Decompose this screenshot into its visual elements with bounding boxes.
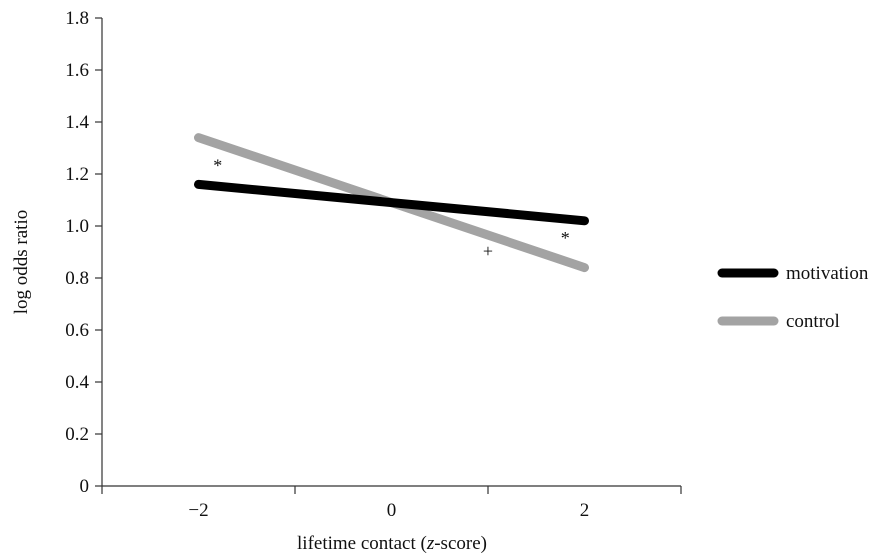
y-tick-label: 1.2 [65,164,89,185]
y-tick-label: 0.2 [65,424,89,445]
x-tick-label: 2 [580,500,590,521]
y-tick-label: 0.4 [65,372,89,393]
y-axis-title: log odds ratio [11,210,32,315]
annotations: * + * [213,155,569,261]
legend: motivation control [717,263,869,332]
y-tick-label: 1.8 [65,8,89,29]
x-axis-title-variable: z [426,533,435,553]
series-layer [194,133,589,273]
legend-label-control: control [786,311,840,332]
x-axis-title-post: -score) [434,533,487,553]
y-tick-label: 0.6 [65,320,89,341]
y-tick-label: 0.8 [65,268,89,289]
y-tick-label: 1.4 [65,112,89,133]
x-axis-title: lifetime contact (z-score) [297,533,487,553]
annotation-mark: * [561,228,570,248]
y-tick-label: 1.0 [65,216,89,237]
y-axis: 0 0.2 0.4 0.6 0.8 1.0 1.2 1.4 1.6 1.8 [65,8,103,497]
y-tick-label: 1.6 [65,60,89,81]
x-axis-title-pre: lifetime contact ( [297,533,427,553]
annotation-mark: * [213,155,222,175]
x-axis: −2 0 2 [101,485,682,521]
annotation-mark: + [483,241,493,261]
y-tick-label: 0 [80,476,90,497]
x-tick-label: −2 [188,500,208,521]
x-tick-label: 0 [387,500,397,521]
legend-label-motivation: motivation [786,263,869,284]
series-line-motivation [194,179,589,226]
